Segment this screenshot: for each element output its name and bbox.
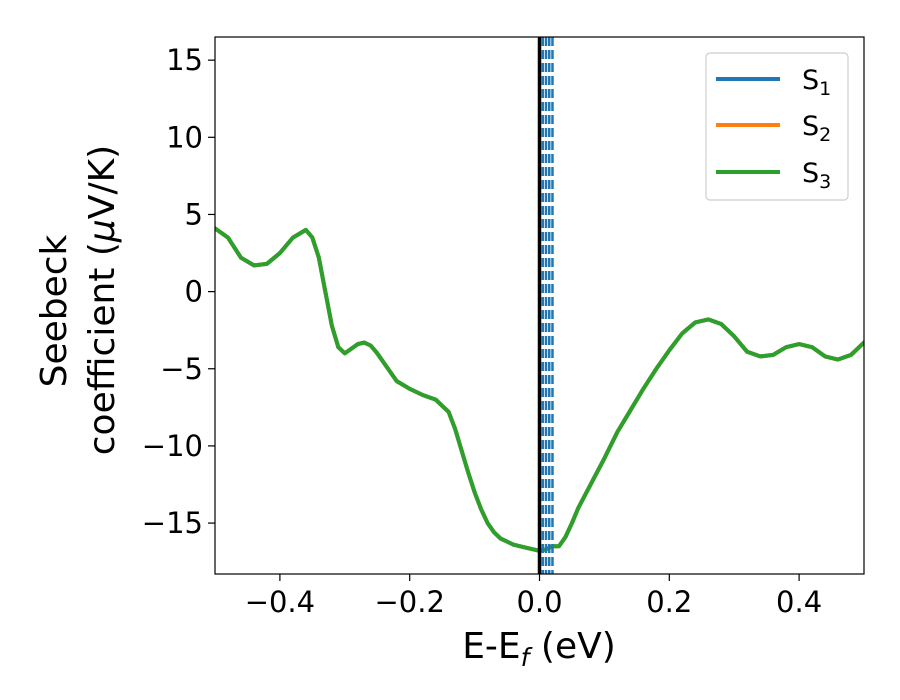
x-tick-label: 0.0 xyxy=(516,585,562,619)
legend-sub-s1: 1 xyxy=(819,78,831,100)
series-line-s3 xyxy=(215,226,864,553)
y-tick-label: −15 xyxy=(142,506,203,540)
y-tick-label: −5 xyxy=(160,352,203,386)
y-axis-ticks: 15 10 5 0 −5 −10 −15 xyxy=(142,43,215,540)
legend: S1 S2 S3 xyxy=(705,52,849,201)
legend-entry-s2: S2 xyxy=(716,111,831,146)
vline-layer xyxy=(537,37,554,574)
x-axis-title-main: E-E xyxy=(462,626,520,667)
legend-label-s3: S xyxy=(802,158,819,189)
legend-sub-s3: 3 xyxy=(819,171,831,193)
x-axis-ticks: −0.4 −0.2 0.0 0.2 0.4 xyxy=(245,574,822,619)
y-tick-label: 15 xyxy=(166,43,203,77)
y-tick-label: −10 xyxy=(142,429,203,463)
legend-sub-s2: 2 xyxy=(819,124,831,146)
x-tick-label: 0.4 xyxy=(776,585,822,619)
legend-label-s2: S xyxy=(802,111,819,142)
svg-text:S1: S1 xyxy=(802,65,831,100)
y-tick-label: 5 xyxy=(185,197,203,231)
y-axis-title-suffix: V/K) xyxy=(82,145,123,219)
y-axis-title-mu: μ xyxy=(82,219,123,243)
y-axis-title-line1: Seebeck xyxy=(34,234,75,387)
svg-text:S2: S2 xyxy=(802,111,831,146)
y-axis-title-prefix: coefficient ( xyxy=(82,242,123,455)
x-tick-label: −0.2 xyxy=(374,585,444,619)
legend-entry-s3: S3 xyxy=(716,158,831,193)
x-tick-label: 0.2 xyxy=(646,585,692,619)
x-axis-title: E-Ef (eV) xyxy=(462,626,616,672)
legend-label-s1: S xyxy=(802,65,819,96)
x-axis-title-unit: (eV) xyxy=(529,626,615,667)
svg-text:S3: S3 xyxy=(802,158,831,193)
legend-entry-s1: S1 xyxy=(716,65,831,100)
y-tick-label: 0 xyxy=(185,275,203,309)
y-tick-label: 10 xyxy=(166,120,203,154)
series-layer xyxy=(215,226,864,553)
y-axis-title-line2: coefficient (μV/K) xyxy=(82,145,123,455)
x-tick-label: −0.4 xyxy=(245,585,315,619)
